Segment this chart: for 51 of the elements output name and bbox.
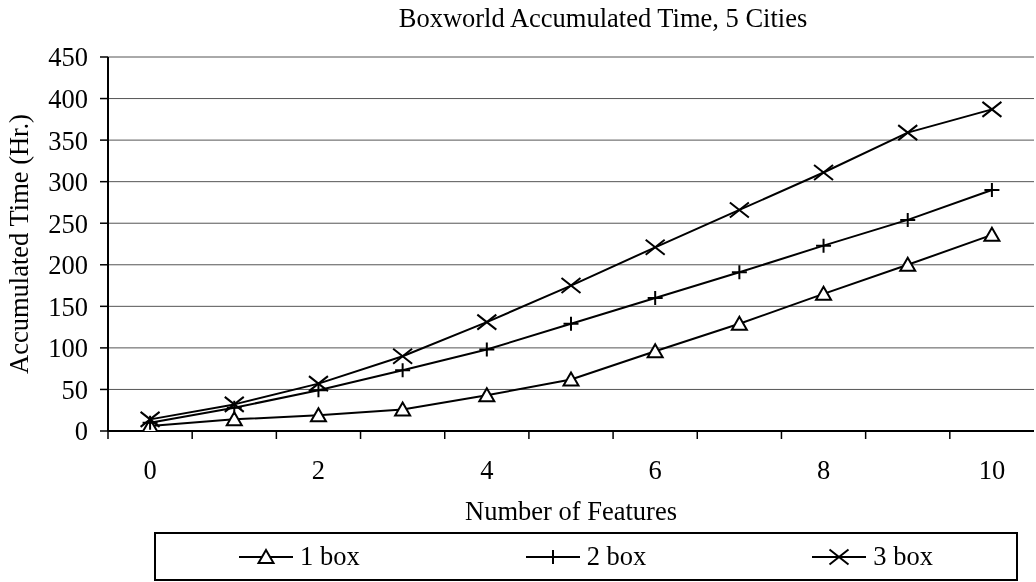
point [983,181,1001,198]
point [225,399,243,416]
x-tick-label: 4 [480,455,494,485]
point [394,362,412,379]
point [981,100,1003,118]
point [899,211,917,228]
y-tick-label: 50 [61,374,88,405]
point [815,237,833,254]
y-tick-label: 350 [48,125,88,156]
point [983,226,1001,242]
x-tick-label: 0 [143,455,157,485]
y-tick-label: 0 [74,416,88,447]
x-tick-label: 10 [978,455,1006,485]
x-tick-label: 8 [816,455,831,485]
point [562,371,580,387]
y-tick-label: 400 [48,83,88,114]
y-tick-label: 450 [48,42,88,73]
point [307,375,329,393]
y-axis-title: Accumulated Time (Hr.) [4,114,34,374]
y-tick-label: 200 [48,250,88,281]
x-tick-label: 2 [311,455,326,485]
legend-label: 1 box [300,541,360,572]
x-tick-label: 6 [648,455,662,485]
point [560,277,582,295]
point [815,285,833,301]
point [478,341,496,358]
point [309,407,327,423]
point [730,315,748,331]
point [813,164,835,182]
y-tick-label: 150 [48,291,88,322]
point [225,411,243,427]
point [899,256,917,272]
point [476,313,498,331]
point [728,201,750,219]
point [646,343,664,359]
point [730,264,748,281]
point [646,290,664,307]
point [223,395,245,413]
y-tick-label: 300 [48,167,88,198]
point [562,315,580,332]
y-tick-label: 100 [48,333,88,364]
legend-label: 2 box [586,541,647,572]
chart-title: Boxworld Accumulated Time, 5 Cities [397,3,809,33]
x-axis-title: Number of Features [465,496,677,526]
point [392,347,414,365]
y-tick-label: 250 [48,208,88,239]
legend-label: 3 box [873,541,933,572]
point [394,401,412,417]
point [897,124,919,142]
point [644,238,666,256]
point [478,387,496,403]
